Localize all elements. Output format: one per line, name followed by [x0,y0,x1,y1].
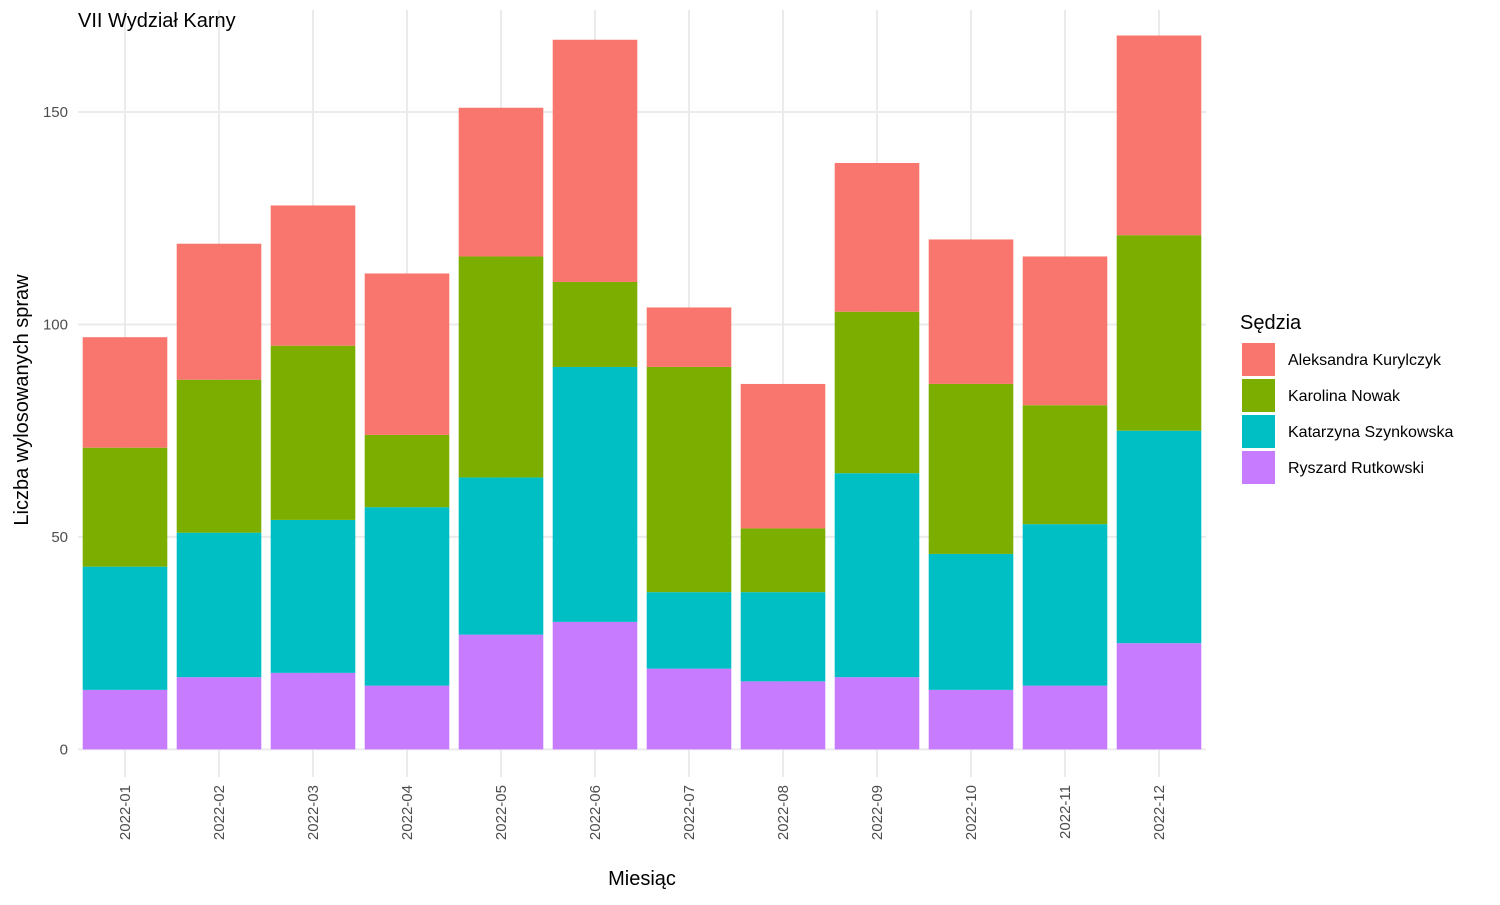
legend-key [1242,343,1275,376]
legend-key [1242,379,1275,412]
bar-segment: Aleksandra Kurylczyk 2022-06: 57 [552,39,638,282]
y-tick-label: 0 [60,741,68,758]
bar-segment: Karolina Nowak 2022-03: 41 [270,345,356,520]
bar-segment: Katarzyna Szynkowska 2022-08: 21 [740,592,826,682]
bar-segment: Aleksandra Kurylczyk 2022-12: 47 [1116,35,1202,236]
x-tick-label: 2022-12 [1151,785,1168,840]
bar-segment: Katarzyna Szynkowska 2022-12: 50 [1116,430,1202,644]
x-tick-label: 2022-08 [775,785,792,840]
bar-segment: Karolina Nowak 2022-06: 20 [552,281,638,367]
bar-segment: Katarzyna Szynkowska 2022-09: 48 [834,473,920,678]
x-tick-labels: 2022-01 2022-02 2022-03 2022-04 2022-05 2022-… [117,785,1168,840]
y-axis-title: Liczba wylosowanych spraw [11,274,33,526]
x-tick-label: 2022-07 [681,785,698,840]
bar-segment: Aleksandra Kurylczyk 2022-02: 32 [176,243,262,380]
legend: Sędzia Aleksandra Kurylczyk Karolina Nowa… [1240,312,1454,484]
bar-segment: Katarzyna Szynkowska 2022-01: 29 [82,566,168,690]
x-tick-label: 2022-01 [117,785,134,840]
bar-segment: Karolina Nowak 2022-02: 36 [176,379,262,533]
x-tick-label: 2022-10 [963,785,980,840]
bar-segment: Katarzyna Szynkowska 2022-11: 38 [1022,524,1108,686]
legend-items: Aleksandra Kurylczyk Karolina Nowak Katarz… [1242,343,1454,484]
bar-segment: Katarzyna Szynkowska 2022-04: 42 [364,507,450,686]
bar-segment: Karolina Nowak 2022-04: 17 [364,434,450,508]
y-tick-label: 50 [51,529,68,546]
y-tick-labels: 0 50 100 150 [43,104,68,758]
bar-segment: Karolina Nowak 2022-12: 46 [1116,235,1202,431]
bar-segment: Ryszard Rutkowski 2022-03: 18 [270,672,356,750]
bar-segment: Aleksandra Kurylczyk 2022-04: 38 [364,273,450,435]
legend-label: Karolina Nowak [1288,388,1401,405]
bar-segment: Aleksandra Kurylczyk 2022-11: 35 [1022,256,1108,406]
x-tick-label: 2022-09 [869,785,886,840]
y-tick-label: 150 [43,104,68,121]
x-axis-title: Miesiąc [608,868,676,890]
bar-segment: Katarzyna Szynkowska 2022-07: 18 [646,592,732,669]
bar-segment: Ryszard Rutkowski 2022-05: 27 [458,634,544,750]
legend-label: Ryszard Rutkowski [1288,460,1424,477]
bar-segment: Ryszard Rutkowski 2022-07: 19 [646,668,732,750]
legend-label: Aleksandra Kurylczyk [1288,352,1442,369]
bar-segment: Katarzyna Szynkowska 2022-05: 37 [458,477,544,635]
bar-segment: Katarzyna Szynkowska 2022-10: 32 [928,553,1014,690]
legend-key [1242,451,1275,484]
bar-segment: Aleksandra Kurylczyk 2022-03: 33 [270,205,356,346]
bar-segment: Ryszard Rutkowski 2022-11: 15 [1022,685,1108,750]
bar-segment: Ryszard Rutkowski 2022-09: 17 [834,677,920,750]
x-tick-label: 2022-11 [1057,785,1074,839]
x-tick-label: 2022-02 [211,785,228,840]
bar-segment: Ryszard Rutkowski 2022-08: 16 [740,681,826,750]
x-tick-label: 2022-05 [493,785,510,840]
bar-segment: Karolina Nowak 2022-10: 40 [928,383,1014,554]
chart-title: VII Wydział Karny [78,10,236,32]
bar-segment: Ryszard Rutkowski 2022-01: 14 [82,689,168,750]
bar-segment: Karolina Nowak 2022-07: 53 [646,366,732,593]
legend-key [1242,415,1275,448]
bar-segment: Karolina Nowak 2022-08: 15 [740,528,826,593]
bar-segment: Karolina Nowak 2022-09: 38 [834,311,920,474]
bar-segment: Karolina Nowak 2022-05: 52 [458,256,544,478]
bar-segment: Karolina Nowak 2022-11: 28 [1022,405,1108,525]
bars: Ryszard Rutkowski 2022-01: 14Katarzyna S… [82,35,1202,750]
bar-segment: Aleksandra Kurylczyk 2022-07: 14 [646,307,732,367]
bar-segment: Ryszard Rutkowski 2022-02: 17 [176,677,262,750]
x-tick-label: 2022-03 [305,785,322,840]
bar-segment: Ryszard Rutkowski 2022-06: 30 [552,621,638,750]
x-tick-label: 2022-04 [399,785,416,840]
bar-segment: Aleksandra Kurylczyk 2022-05: 35 [458,107,544,257]
bar-segment: Katarzyna Szynkowska 2022-03: 36 [270,519,356,673]
bar-segment: Aleksandra Kurylczyk 2022-09: 35 [834,162,920,312]
bar-segment: Katarzyna Szynkowska 2022-02: 34 [176,532,262,678]
legend-label: Katarzyna Szynkowska [1288,424,1454,441]
x-tick-label: 2022-06 [587,785,604,840]
bar-segment: Aleksandra Kurylczyk 2022-10: 34 [928,239,1014,384]
bar-segment: Aleksandra Kurylczyk 2022-01: 26 [82,337,168,448]
bar-segment: Karolina Nowak 2022-01: 28 [82,447,168,567]
bar-segment: Aleksandra Kurylczyk 2022-08: 34 [740,383,826,529]
bar-segment: Ryszard Rutkowski 2022-04: 15 [364,685,450,750]
bar-segment: Katarzyna Szynkowska 2022-06: 60 [552,366,638,622]
y-tick-label: 100 [43,316,68,333]
legend-title: Sędzia [1240,312,1302,334]
bar-segment: Ryszard Rutkowski 2022-12: 25 [1116,643,1202,750]
bar-segment: Ryszard Rutkowski 2022-10: 14 [928,689,1014,750]
